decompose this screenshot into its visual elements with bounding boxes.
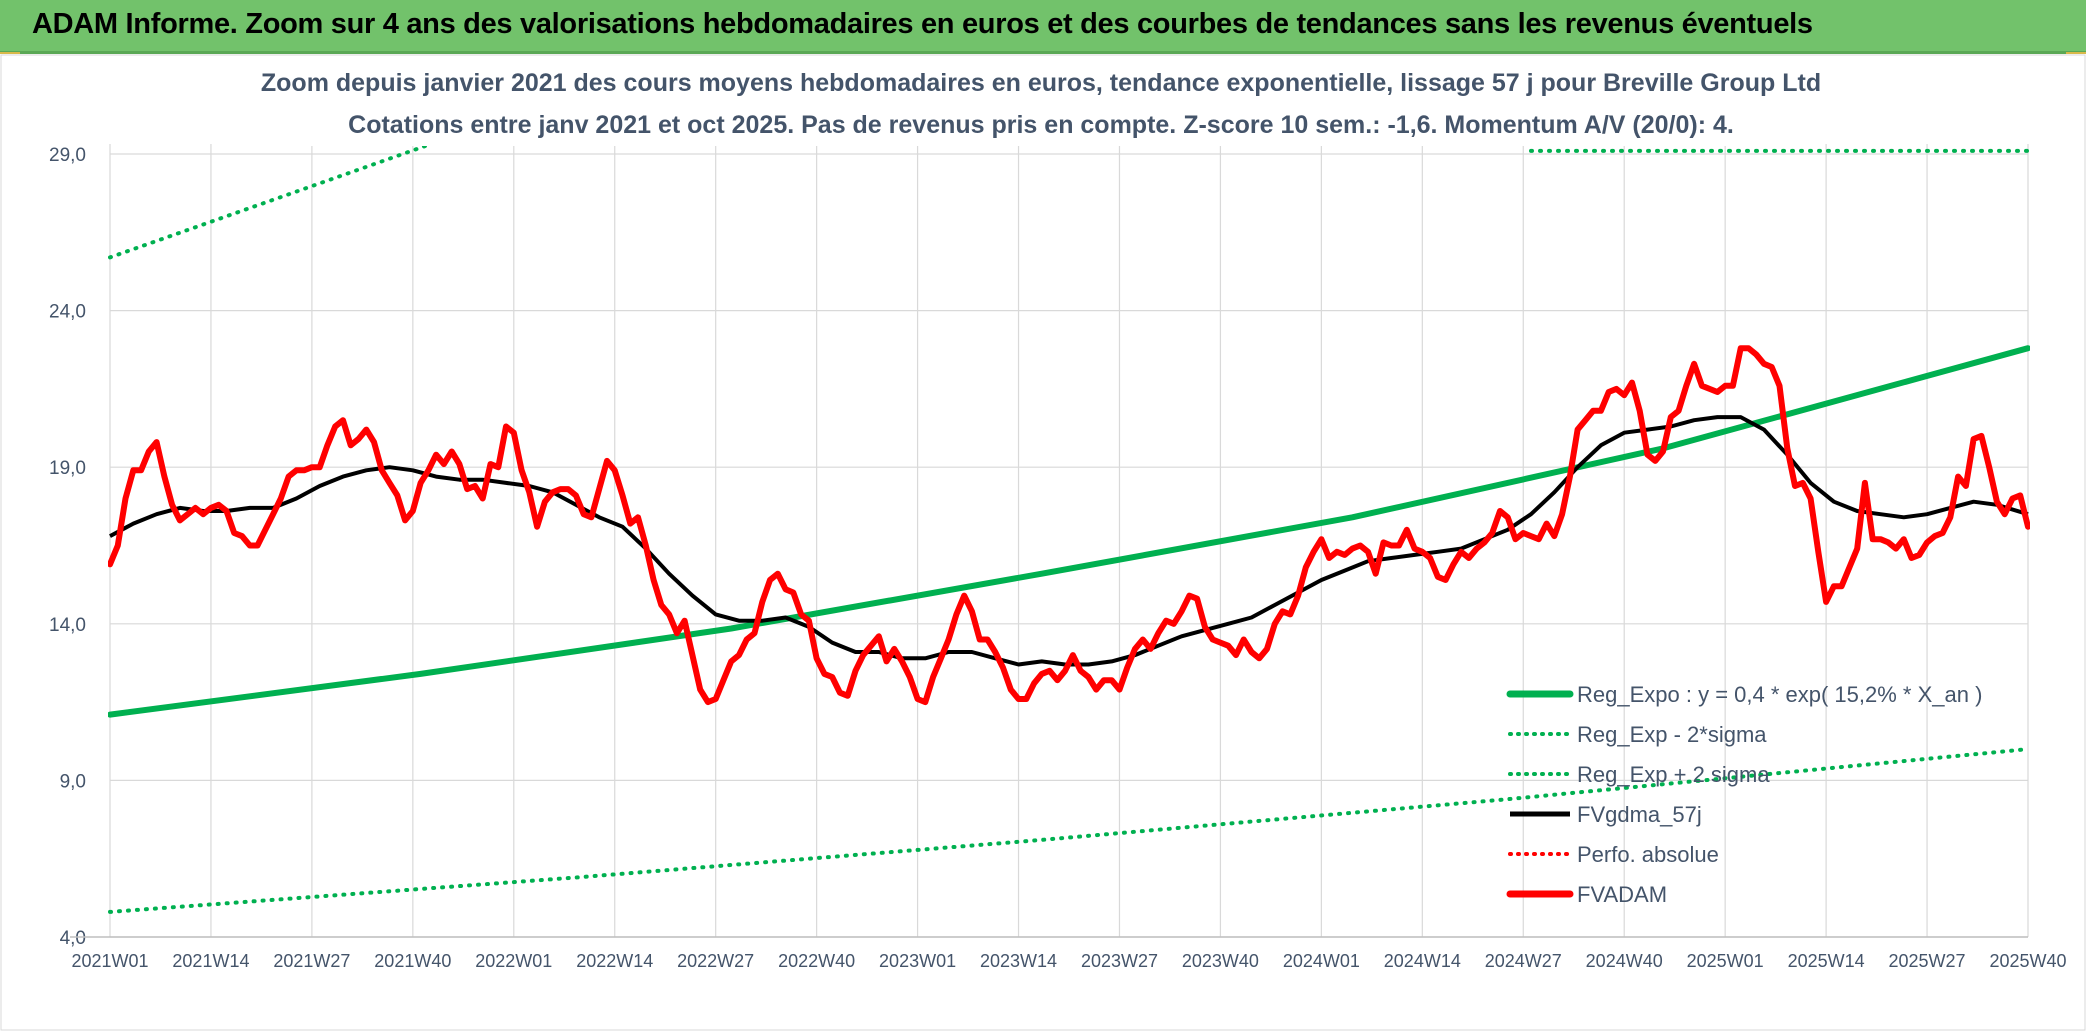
subtitle-line: Zoom depuis janvier 2021 des cours moyen… (261, 69, 1821, 97)
legend-label-reg_minus: Reg_Exp - 2*sigma (1577, 722, 1767, 747)
legend-label-reg_plus: Reg_Exp + 2 sigma (1577, 762, 1770, 787)
y-tick-label: 29,0 (49, 145, 86, 166)
x-tick-label: 2023W14 (980, 951, 1057, 971)
axes: 4,0 9,0 14,0 19,0 24,0 29,0 2021W01 2021W14 2021… (49, 145, 2067, 971)
y-tick-label: 19,0 (49, 458, 86, 479)
series-line-reg_minus (108, 747, 2030, 914)
x-tick-label: 2022W01 (475, 951, 552, 971)
series-lines (108, 144, 2030, 914)
x-tick-label: 2023W27 (1081, 951, 1158, 971)
x-tick-label: 2025W14 (1788, 951, 1865, 971)
x-tick-label: 2024W01 (1283, 951, 1360, 971)
x-tick-label: 2021W14 (172, 951, 249, 971)
chart: Zoom depuis janvier 2021 des cours moyen… (0, 54, 2086, 1031)
x-tick-label: 2021W40 (374, 951, 451, 971)
legend-label-reg_expo: Reg_Expo : y = 0,4 * exp( 15,2% * X_an ) (1577, 682, 1982, 707)
x-tick-label: 2024W40 (1586, 951, 1663, 971)
legend-label-fvadam: FVADAM (1577, 882, 1667, 907)
x-tick-label: 2022W14 (576, 951, 653, 971)
x-tick-label: 2025W01 (1687, 951, 1764, 971)
x-tick-label: 2024W27 (1485, 951, 1562, 971)
x-tick-label: 2025W27 (1889, 951, 1966, 971)
chart-subtitle: Zoom depuis janvier 2021 des cours moyen… (261, 62, 1821, 146)
legend-label-fvgdma: FVgdma_57j (1577, 802, 1702, 827)
x-tick-label: 2021W01 (71, 951, 148, 971)
y-tick-label: 9,0 (60, 771, 86, 792)
subtitle-background (305, 62, 1777, 146)
x-tick-label: 2021W27 (273, 951, 350, 971)
y-tick-label: 14,0 (49, 615, 86, 636)
x-tick-label: 2025W40 (1989, 951, 2066, 971)
header-bar: ADAM Informe. Zoom sur 4 ans des valoris… (0, 0, 2086, 54)
x-tick-label: 2023W01 (879, 951, 956, 971)
x-tick-label: 2024W14 (1384, 951, 1461, 971)
y-tick-label: 4,0 (60, 928, 86, 949)
x-tick-label: 2022W40 (778, 951, 855, 971)
gridlines (109, 144, 2029, 938)
x-tick-label: 2023W40 (1182, 951, 1259, 971)
chart-background (0, 54, 2086, 1031)
y-tick-label: 24,0 (49, 302, 86, 323)
series-line-fvadam (108, 345, 2030, 706)
page-title: ADAM Informe. Zoom sur 4 ans des valoris… (32, 8, 1813, 40)
subtitle-line: Cotations entre janv 2021 et oct 2025. P… (348, 111, 1734, 139)
chart-border (0, 54, 2086, 1031)
legend: Reg_Expo : y = 0,4 * exp( 15,2% * X_an )… (1506, 682, 1982, 907)
legend-label-perfo: Perfo. absolue (1577, 842, 1719, 867)
x-tick-label: 2022W27 (677, 951, 754, 971)
